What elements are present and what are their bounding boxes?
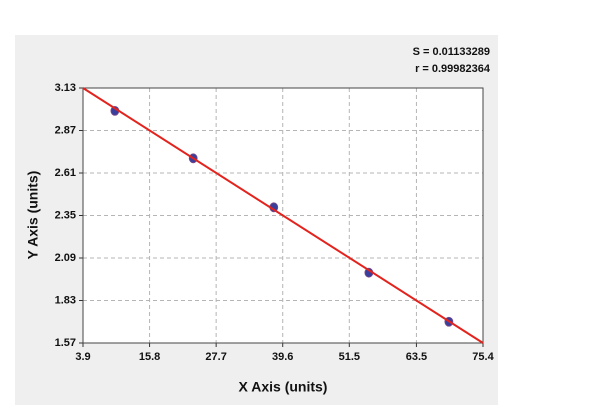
y-tick-label: 1.83: [55, 294, 76, 306]
x-tick-label: 15.8: [139, 351, 160, 363]
y-tick-label: 2.61: [55, 167, 76, 179]
plot-border: [82, 87, 484, 344]
fit-line: [82, 87, 484, 344]
y-tick-label: 3.13: [55, 82, 76, 94]
y-tick-label: 1.57: [55, 337, 76, 349]
x-tick-label: 63.5: [406, 351, 427, 363]
x-tick-label: 39.6: [272, 351, 293, 363]
y-axis-label: Y Axis (units): [25, 171, 41, 260]
x-tick-label: 3.9: [75, 351, 90, 363]
x-axis-label: X Axis (units): [239, 379, 328, 395]
y-tick-label: 2.87: [55, 124, 76, 136]
annotation: r = 0.99982364: [415, 63, 491, 75]
x-tick-label: 27.7: [205, 351, 226, 363]
y-tick-label: 2.09: [55, 252, 76, 264]
y-tick-label: 2.35: [55, 209, 76, 221]
annotation: S = 0.01133289: [413, 46, 490, 58]
x-tick-label: 51.5: [339, 351, 360, 363]
x-tick-label: 75.4: [472, 351, 494, 363]
